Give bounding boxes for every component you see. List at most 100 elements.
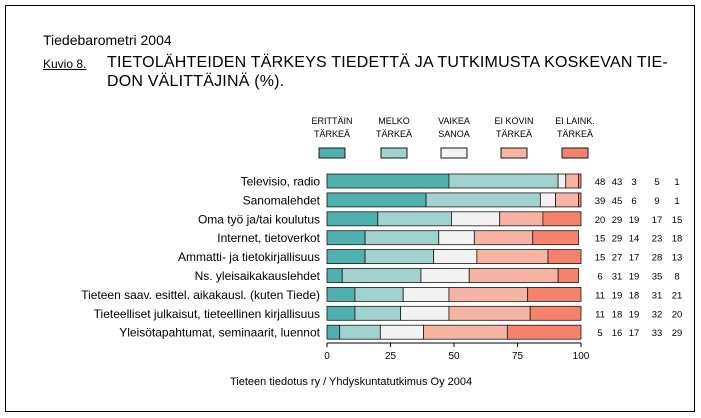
bar-segment [425, 192, 541, 208]
x-tick-label: 100 [573, 351, 590, 362]
data-value: 19 [629, 215, 640, 226]
bar-segment [364, 230, 440, 246]
data-value: 17 [652, 215, 663, 226]
data-value: 21 [672, 290, 683, 301]
data-value: 15 [672, 215, 683, 226]
bar-segment [438, 230, 475, 246]
bar-segment [400, 305, 450, 321]
bar-segment [451, 211, 501, 227]
category-label: Internet, tietoverkot [217, 231, 320, 245]
data-value: 48 [595, 177, 606, 188]
data-value: 20 [595, 215, 606, 226]
data-value: 29 [612, 234, 623, 245]
data-value: 3 [631, 177, 636, 188]
category-label: Ammatti- ja tietokirjallisuus [178, 250, 320, 264]
bar-segment [339, 324, 381, 340]
data-value: 19 [629, 272, 640, 283]
bar-segment [529, 305, 582, 321]
bar-segment [379, 324, 424, 340]
bar-segment [527, 286, 582, 302]
bar-segment [420, 268, 470, 283]
data-value: 5 [597, 328, 602, 339]
data-value: 29 [612, 215, 623, 226]
bar-segment [578, 173, 582, 189]
category-label: Ns. yleisaikakauslehdet [195, 269, 321, 283]
data-value: 35 [652, 272, 663, 283]
bar-segment [326, 192, 427, 208]
bar-segment [448, 286, 529, 302]
bar-segment [539, 192, 556, 208]
data-value: 15 [595, 234, 606, 245]
bar-segment [326, 268, 343, 283]
bar-segment [547, 249, 582, 265]
bar-segment [473, 230, 534, 246]
bar-segment [377, 211, 452, 227]
data-value: 15 [595, 253, 606, 264]
bar-segment [402, 286, 450, 302]
bar-segment [468, 268, 559, 283]
category-label: Sanomalehdet [243, 193, 321, 207]
data-value: 19 [629, 309, 640, 320]
data-value: 6 [597, 272, 602, 283]
chart-title-line-1: TIETOLÄHTEIDEN TÄRKEYS TIEDETTÄ JA TUTKI… [107, 54, 668, 71]
bar-segment [364, 249, 435, 265]
bar-segment [557, 268, 579, 283]
legend-swatch-1 [318, 147, 346, 159]
bar-segment [542, 211, 582, 227]
data-value: 33 [652, 328, 663, 339]
data-value: 17 [629, 253, 640, 264]
bar-segment [448, 173, 559, 189]
category-label: Televisio, radio [241, 175, 321, 189]
bar-segment [354, 286, 404, 302]
category-label: Tieteelliset julkaisut, tieteellinen kir… [94, 307, 320, 321]
bar-segment [326, 286, 356, 302]
data-value: 13 [672, 253, 683, 264]
legend-label-2-line-1: MELKO [378, 116, 410, 126]
bar-segment [341, 268, 422, 283]
bar-segment [565, 173, 579, 189]
legend-swatch-3 [440, 147, 468, 159]
data-value: 39 [595, 196, 606, 207]
legend-label-1-line-2: TÄRKEÄ [314, 129, 350, 139]
data-value: 16 [612, 328, 623, 339]
x-tick-label: 25 [385, 351, 397, 362]
x-tick-label: 0 [324, 351, 330, 362]
legend-label-4-line-2: TÄRKEÄ [496, 129, 532, 139]
bar-segment [423, 324, 508, 340]
legend-label-1-line-1: ERITTÄIN [311, 116, 352, 126]
bar-segment [578, 192, 582, 208]
bar-segment [499, 211, 544, 227]
bar-segment [326, 324, 341, 340]
bar-segment [506, 324, 582, 340]
data-value: 18 [629, 290, 640, 301]
figure-label: Kuvio 8. [43, 57, 87, 71]
legend-label-5-line-1: EI LAINK. [555, 116, 595, 126]
data-value: 18 [612, 309, 623, 320]
bar-segment [326, 211, 379, 227]
data-value: 28 [652, 253, 663, 264]
bar-segment [354, 305, 402, 321]
bar-segment [555, 192, 579, 208]
data-value: 23 [652, 234, 663, 245]
data-value: 20 [672, 309, 683, 320]
data-value: 5 [654, 177, 659, 188]
legend-swatch-5 [561, 147, 589, 159]
legend-swatch-4 [500, 147, 528, 159]
data-value: 32 [652, 309, 663, 320]
data-value: 27 [612, 253, 623, 264]
data-value: 45 [612, 196, 623, 207]
bar-segment [557, 173, 567, 189]
bar-segment [326, 249, 366, 265]
bar-segment [448, 305, 531, 321]
chart-frame [5, 5, 695, 412]
bar-segment [532, 230, 579, 246]
bar-segment [326, 305, 356, 321]
category-label: Yleisötapahtumat, seminaarit, luennot [119, 326, 320, 340]
legend-label-4-line-1: EI KOVIN [494, 116, 533, 126]
bar-segment [326, 173, 450, 189]
data-value: 17 [629, 328, 640, 339]
legend-label-2-line-2: TÄRKEÄ [376, 129, 412, 139]
x-tick-label: 50 [448, 351, 460, 362]
